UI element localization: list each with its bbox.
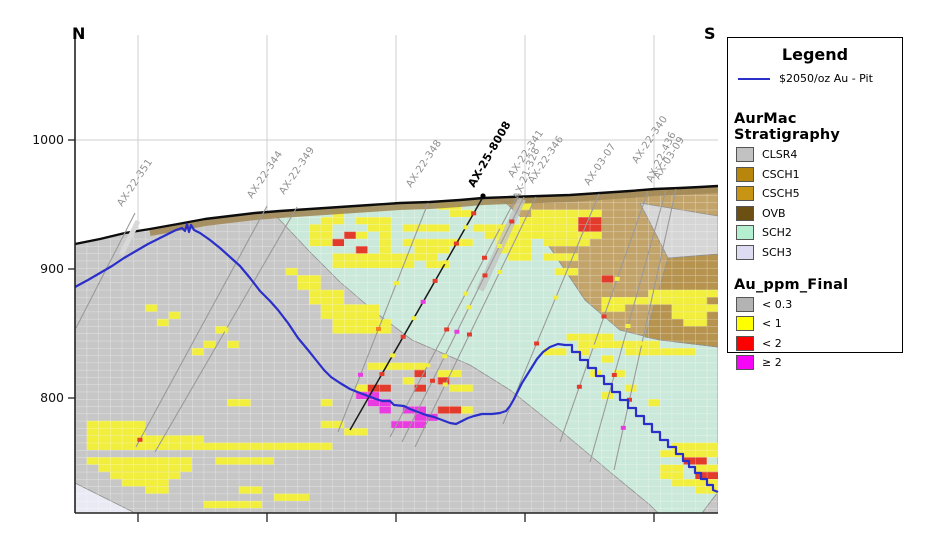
legend-item: ≥ 2: [736, 355, 902, 370]
assay-interval-marker: [453, 241, 459, 246]
legend-item-label: OVB: [762, 206, 786, 220]
legend-swatch: [736, 205, 754, 221]
drillhole-trace: [613, 188, 677, 471]
legend-swatch: [736, 186, 754, 201]
legend-item-label: CLSR4: [762, 148, 798, 161]
assay-interval-marker: [376, 326, 381, 331]
legend-item: CSCH5: [736, 186, 902, 201]
legend-item: CSCH1: [736, 166, 902, 182]
legend-item: < 1: [736, 316, 902, 331]
assay-interval-marker: [454, 329, 460, 334]
legend-item: SCH2: [736, 225, 902, 240]
legend-swatch: [736, 166, 754, 182]
pit-line-label: $2050/oz Au - Pit: [779, 72, 873, 85]
legend-pit-entry: $2050/oz Au - Pit: [738, 72, 902, 85]
assay-interval-marker: [425, 363, 431, 368]
legend-item-label: ≥ 2: [762, 356, 782, 369]
north-label: N: [72, 24, 86, 43]
legend-item-label: < 2: [762, 336, 782, 350]
legend-swatch: [736, 335, 754, 351]
legend-swatch: [736, 225, 754, 240]
assay-interval-marker: [553, 295, 559, 300]
legend-item: < 0.3: [736, 296, 902, 312]
assay-interval-marker: [390, 353, 396, 358]
stratigraphy-items: CLSR4 CSCH1 CSCH5 OVB SCH2 SCH3: [728, 147, 902, 260]
assay-interval-marker: [411, 316, 417, 321]
assay-interval-marker: [463, 291, 469, 296]
assay-interval-marker: [620, 425, 626, 430]
grade-heading: Au_ppm_Final: [734, 276, 849, 293]
legend-swatch: [736, 316, 754, 331]
drillhole-trace: [349, 196, 484, 431]
assay-interval-marker: [534, 341, 540, 346]
planned-collar-dot: [480, 193, 486, 199]
assay-interval-marker: [463, 225, 469, 230]
legend-item-label: < 1: [762, 317, 782, 330]
pit-line-swatch: [738, 77, 770, 80]
drillhole-trace: [414, 196, 537, 448]
assay-interval-marker: [611, 372, 617, 377]
topography-line: [74, 184, 719, 246]
assay-interval-marker: [442, 382, 448, 387]
assay-interval-marker: [497, 270, 503, 274]
drillhole-trace: [389, 197, 517, 438]
assay-interval-marker: [430, 378, 435, 383]
legend-swatch: [736, 147, 754, 162]
assay-interval-marker: [420, 299, 426, 304]
legend-title: Legend: [781, 45, 849, 64]
legend-item-label: CSCH5: [762, 187, 800, 200]
pit-shell-line: [74, 222, 719, 494]
assay-interval-marker: [601, 314, 607, 319]
legend-item: SCH3: [736, 244, 902, 260]
assay-interval-marker: [482, 273, 488, 278]
assay-interval-marker: [482, 255, 487, 260]
legend-item: CLSR4: [736, 147, 902, 162]
assay-interval-marker: [466, 332, 472, 337]
legend-swatch: [736, 355, 754, 370]
legend-item-label: < 0.3: [762, 297, 793, 311]
legend-item-label: SCH3: [762, 245, 792, 259]
assay-interval-marker: [509, 219, 515, 224]
legend-swatch: [736, 244, 754, 260]
drillhole-trace: [135, 205, 268, 448]
assay-interval-marker: [358, 372, 363, 377]
legend-item: OVB: [736, 205, 902, 221]
assay-interval-marker: [471, 211, 477, 216]
assay-interval-marker: [223, 327, 229, 332]
assay-interval-marker: [137, 437, 143, 442]
drillhole-trace: [502, 193, 600, 425]
assay-interval-marker: [443, 260, 449, 265]
legend-item-label: CSCH1: [762, 167, 800, 181]
legend-swatch: [736, 296, 754, 312]
assay-interval-marker: [614, 276, 620, 281]
assay-interval-marker: [625, 324, 631, 328]
legend-item: < 2: [736, 335, 902, 351]
assay-interval-marker: [466, 305, 472, 310]
assay-interval-marker: [432, 278, 438, 283]
assay-interval-marker: [497, 244, 503, 248]
assay-interval-marker: [444, 327, 450, 332]
grade-items: < 0.3 < 1 < 2 ≥ 2: [728, 296, 902, 370]
assay-interval-marker: [394, 281, 399, 286]
y-tick-label: 1000: [32, 132, 64, 147]
assay-interval-marker: [442, 354, 448, 359]
assay-interval-marker: [400, 334, 406, 339]
stratigraphy-heading: AurMac Stratigraphy: [734, 111, 841, 143]
drillhole-trace: [337, 202, 429, 433]
y-tick-label: 800: [40, 390, 64, 405]
south-label: S: [704, 24, 716, 43]
assay-interval-marker: [576, 384, 582, 389]
assay-interval-marker: [590, 344, 596, 349]
assay-interval-marker: [639, 341, 645, 346]
assay-interval-marker: [498, 224, 504, 229]
legend-box: Legend $2050/oz Au - Pit AurMac Stratigr…: [727, 37, 903, 370]
legend-item-label: SCH2: [762, 226, 792, 239]
drillhole-trace: [401, 196, 525, 443]
assay-interval-marker: [379, 372, 385, 377]
y-tick-label: 900: [40, 261, 64, 276]
assay-interval-marker: [627, 397, 632, 402]
